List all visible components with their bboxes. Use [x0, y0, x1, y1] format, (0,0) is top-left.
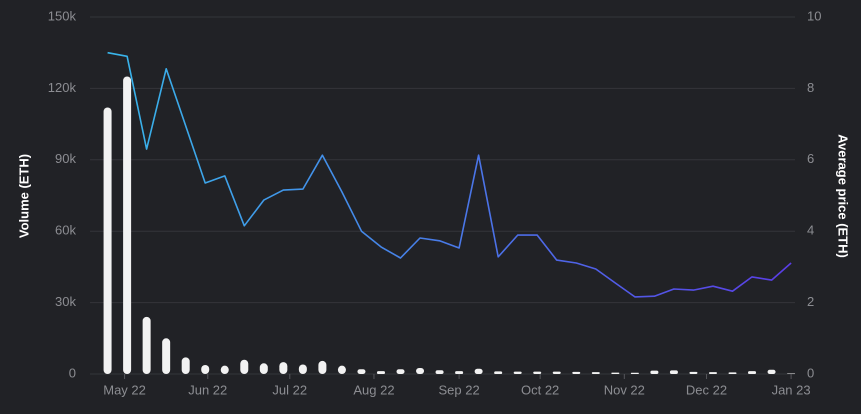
bar	[357, 369, 366, 374]
bar	[650, 370, 659, 374]
y-tick-label: 30k	[55, 294, 76, 309]
bar	[494, 371, 503, 374]
bar	[279, 362, 288, 374]
bar	[123, 76, 132, 374]
x-tick-label: Jan 23	[772, 382, 811, 397]
bar	[630, 372, 639, 374]
y-tick-label: 90k	[55, 151, 76, 166]
bar	[513, 371, 522, 374]
y-tick-label: 0	[69, 365, 76, 380]
x-tick-label: Oct 22	[521, 382, 559, 397]
bar	[748, 371, 757, 374]
x-tick-label: Jun 22	[188, 382, 227, 397]
bar	[455, 371, 464, 374]
y2-tick-label: 4	[807, 223, 814, 238]
price-line	[107, 51, 792, 298]
y2-tick-label: 10	[807, 8, 821, 23]
y2-tick-label: 6	[807, 151, 814, 166]
y2-axis-title: Average price (ETH)	[836, 134, 851, 258]
y-axis-title: Volume (ETH)	[16, 154, 31, 238]
bar	[474, 368, 483, 374]
bar	[689, 371, 698, 374]
bar	[572, 371, 581, 374]
bar	[416, 368, 425, 374]
bar	[142, 316, 151, 374]
bar	[533, 371, 542, 374]
y-tick-label: 150k	[48, 8, 77, 23]
bar	[728, 372, 737, 374]
bar	[767, 369, 776, 374]
bar	[591, 372, 600, 374]
bar	[708, 372, 717, 374]
bar	[376, 371, 385, 374]
x-tick-label: May 22	[103, 382, 146, 397]
bar	[201, 364, 210, 374]
bar	[103, 107, 112, 374]
bar	[240, 359, 249, 374]
y-tick-label: 60k	[55, 223, 76, 238]
bar	[435, 370, 444, 374]
bar	[318, 360, 327, 374]
bar	[552, 371, 561, 374]
bar	[220, 365, 229, 374]
x-tick-label: Dec 22	[686, 382, 727, 397]
y-tick-label: 120k	[48, 80, 77, 95]
bar	[298, 364, 307, 374]
x-tick-label: Jul 22	[272, 382, 307, 397]
y2-tick-label: 8	[807, 80, 814, 95]
bar	[611, 372, 620, 374]
bar	[337, 365, 346, 374]
x-tick-label: Sep 22	[438, 382, 479, 397]
x-tick-label: Nov 22	[604, 382, 645, 397]
bar	[396, 369, 405, 374]
bar	[181, 357, 190, 374]
x-tick-label: Aug 22	[353, 382, 394, 397]
bar	[162, 338, 171, 374]
bar	[669, 370, 678, 374]
y2-tick-label: 0	[807, 365, 814, 380]
bar	[259, 363, 268, 374]
y2-tick-label: 2	[807, 294, 814, 309]
